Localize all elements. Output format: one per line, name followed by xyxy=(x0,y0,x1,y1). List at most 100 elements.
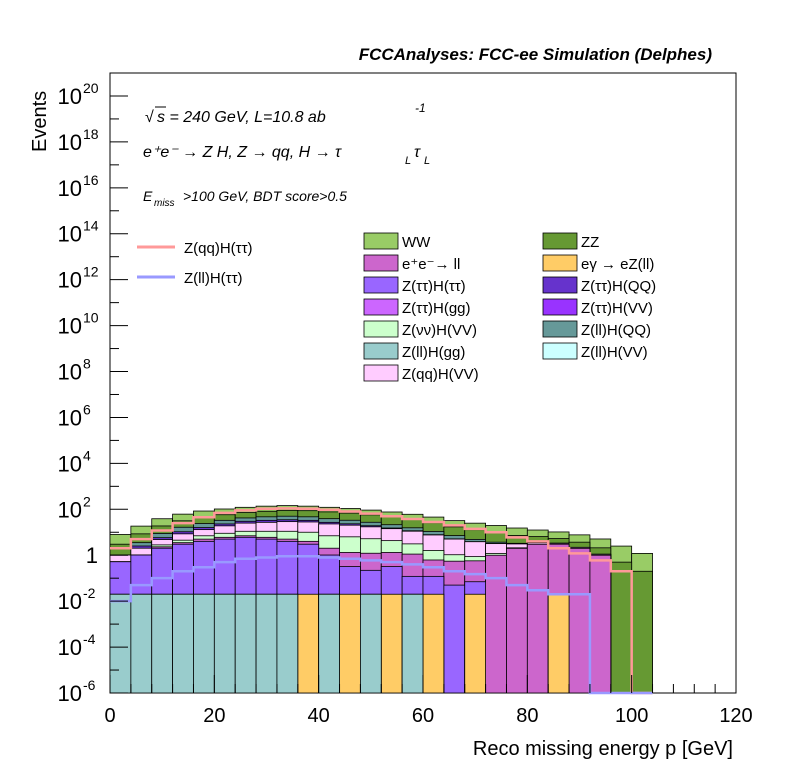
y-tick-base: 10 xyxy=(58,222,82,247)
y-tick-exp: 10 xyxy=(83,310,99,326)
legend-box-swatch xyxy=(363,342,399,360)
x-tick-label: 20 xyxy=(203,705,225,727)
line-layer xyxy=(110,507,653,695)
legend-line-label: Z(ll)H(ττ) xyxy=(184,270,243,287)
y-tick-label: 10 10 xyxy=(58,310,99,339)
process-sub-1: L xyxy=(405,155,411,167)
sqrt-symbol: √ xyxy=(145,109,154,126)
lumi-exp: -1 xyxy=(415,101,426,115)
legend-line-label: Z(qq)H(ττ) xyxy=(184,240,253,257)
legend-box-swatch xyxy=(542,298,578,316)
y-tick-exp: 6 xyxy=(83,401,91,417)
bar xyxy=(359,593,382,694)
y-tick-base: 10 xyxy=(58,130,82,155)
y-tick-exp: 20 xyxy=(83,80,99,96)
line-series-1 xyxy=(110,555,653,695)
bar xyxy=(339,593,361,694)
x-tick-label: 0 xyxy=(104,705,115,727)
legend-box-label: Z(ττ)H(gg) xyxy=(402,300,471,317)
legend-box-label: WW xyxy=(402,234,431,251)
y-tick-exp: 4 xyxy=(83,447,91,463)
bar xyxy=(193,593,215,694)
process-tau-2: τ xyxy=(414,144,421,161)
bar xyxy=(130,593,153,694)
sqrt-s-text: s = 240 GeV, L=10.8 ab xyxy=(157,109,326,126)
stack-layer xyxy=(109,505,653,694)
legend-box-swatch xyxy=(363,254,399,272)
bar xyxy=(380,593,403,694)
y-tick-label: 10 4 xyxy=(58,447,91,476)
y-tick-label: 10 -6 xyxy=(58,677,96,706)
x-tick-label: 100 xyxy=(615,705,648,727)
y-tick-base: 10 xyxy=(58,84,82,109)
legend-box-label: Z(ττ)H(VV) xyxy=(581,300,653,317)
y-tick-exp: -2 xyxy=(83,585,96,601)
bar xyxy=(213,593,236,694)
y-tick-exp: 16 xyxy=(83,172,99,188)
legend-box-label: eγ → eZ(ll) xyxy=(581,256,654,273)
x-tick-label: 80 xyxy=(516,705,538,727)
y-tick-label: 10 -4 xyxy=(58,631,96,660)
cut-text: >100 GeV, BDT score>0.5 xyxy=(183,188,347,204)
y-tick-exp: 8 xyxy=(83,356,91,372)
bar xyxy=(464,593,487,694)
y-tick-exp: -6 xyxy=(83,677,96,693)
process-text: e⁺e⁻ → Z H, Z → qq, H → τ xyxy=(143,144,342,161)
y-tick-base: 10 xyxy=(58,360,82,385)
y-tick-base: 10 xyxy=(58,314,82,339)
y-tick-label: 10 12 xyxy=(58,264,99,293)
y-tick-label: 10 -2 xyxy=(58,585,96,614)
legend-box-swatch xyxy=(363,232,399,250)
bar xyxy=(485,554,507,694)
legend-box-label: Z(ττ)H(ττ) xyxy=(402,278,466,295)
legend-box-label: Z(ll)H(VV) xyxy=(581,344,648,361)
legend-box-swatch xyxy=(542,276,578,294)
y-tick-base: 10 xyxy=(58,497,82,522)
annotation-block: √ s = 240 GeV, L=10.8 ab -1 e⁺e⁻ → Z H, … xyxy=(143,101,430,209)
cut-symbol: E xyxy=(143,188,153,204)
y-axis-label: Events xyxy=(29,91,51,152)
bar xyxy=(443,584,466,694)
y-tick-base: 10 xyxy=(58,451,82,476)
legend-box-label: Z(qq)H(VV) xyxy=(402,366,479,383)
bar xyxy=(547,593,570,694)
y-tick-base: 10 xyxy=(58,589,82,614)
y-tick-base: 10 xyxy=(58,268,82,293)
bar xyxy=(151,593,174,694)
legend-box-swatch xyxy=(542,254,578,272)
bar xyxy=(297,593,320,694)
line-series-0 xyxy=(110,507,653,695)
y-tick-base: 10 xyxy=(58,405,82,430)
process-sub-2: L xyxy=(424,155,430,167)
y-tick-base: 10 xyxy=(58,635,82,660)
bar xyxy=(631,570,653,694)
bar xyxy=(318,593,340,694)
series-0 xyxy=(109,593,424,694)
bar xyxy=(422,593,445,694)
y-tick-exp: 18 xyxy=(83,126,99,142)
y-tick-base: 1 xyxy=(86,543,98,568)
legend-box-label: Z(ll)H(QQ) xyxy=(581,322,651,339)
y-tick-label: 1 xyxy=(86,543,98,568)
bar xyxy=(526,543,549,694)
y-tick-label: 10 8 xyxy=(58,356,91,385)
legend: Z(qq)H(ττ) Z(ll)H(ττ) WW ZZ e⁺e⁻→ ll eγ → eZ(… xyxy=(137,232,656,383)
y-tick-label: 10 6 xyxy=(58,401,91,430)
x-tick-label: 40 xyxy=(308,705,330,727)
legend-box-label: e⁺e⁻→ ll xyxy=(402,256,460,273)
y-tick-exp: 14 xyxy=(83,218,99,234)
plot-title: FCCAnalyses: FCC-ee Simulation (Delphes) xyxy=(359,45,713,64)
legend-box-swatch xyxy=(363,320,399,338)
bar xyxy=(109,593,132,694)
legend-box-swatch xyxy=(542,232,578,250)
bar xyxy=(401,593,424,694)
bar xyxy=(276,593,299,694)
bar xyxy=(234,593,257,694)
bar xyxy=(589,554,612,694)
legend-box-swatch xyxy=(542,320,578,338)
bar xyxy=(255,593,278,694)
cut-sub: miss xyxy=(154,198,175,209)
legend-box-swatch xyxy=(363,364,399,382)
